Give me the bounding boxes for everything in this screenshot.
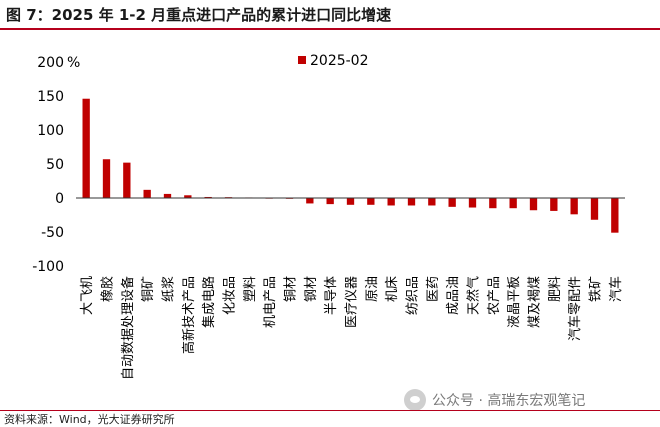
bar <box>489 198 497 209</box>
x-tick-label: 肥料 <box>548 276 563 302</box>
legend-label: 2025-02 <box>310 53 369 69</box>
x-tick-label: 机电产品 <box>263 276 278 328</box>
x-tick-label: 机床 <box>385 276 400 302</box>
x-tick-label: 橡胶 <box>100 276 116 302</box>
x-tick-label: 液晶平板 <box>507 276 522 328</box>
bar <box>367 198 375 205</box>
bar <box>163 193 172 198</box>
bar <box>590 198 599 220</box>
x-tick-label: 集成电路 <box>201 276 217 328</box>
x-tick-label: 铁矿 <box>589 276 604 302</box>
bar <box>346 198 355 205</box>
source-note: 资料来源：Wind，光大证券研究所 <box>4 413 175 426</box>
bar <box>123 162 131 198</box>
x-tick-label: 汽车 <box>608 276 624 302</box>
bar <box>570 198 578 215</box>
x-tick-label: 半导体 <box>324 276 339 315</box>
watermark: 公众号 · 高瑞东宏观笔记 <box>404 387 585 413</box>
chart-title: 图 7：2025 年 1-2 月重点进口产品的累计进口同比增速 <box>6 6 392 24</box>
x-tick-label: 医疗仪器 <box>345 276 360 328</box>
x-tick-label: 煤及褐煤 <box>528 276 543 328</box>
x-tick-label: 汽车零配件 <box>567 276 583 341</box>
bar <box>428 198 436 206</box>
x-tick-label: 塑料 <box>243 276 258 302</box>
x-tick-label: 天然气 <box>466 276 482 315</box>
bar <box>509 198 517 209</box>
watermark-text: 公众号 · 高瑞东宏观笔记 <box>432 393 586 409</box>
footer-divider <box>0 410 660 411</box>
x-tick-label: 自动数据处理设备 <box>120 276 136 380</box>
x-tick-label: 铜材 <box>284 276 299 302</box>
y-tick-label: 0 <box>55 191 64 207</box>
x-tick-label: 成品油 <box>446 276 461 315</box>
bar <box>184 195 192 198</box>
bar <box>448 198 456 207</box>
y-tick-label: 200 <box>37 55 64 71</box>
bar <box>529 198 538 211</box>
x-tick-label: 高新技术产品 <box>181 276 197 354</box>
x-tick-label: 纸浆 <box>162 276 177 302</box>
x-tick-label: 铜矿 <box>141 276 156 302</box>
bar <box>387 198 395 206</box>
x-tick-label: 钢材 <box>304 276 319 302</box>
x-tick-label: 化妆品 <box>223 276 238 315</box>
bar <box>550 198 558 211</box>
x-tick-label: 大飞机 <box>80 276 95 315</box>
bar <box>326 198 334 205</box>
bar <box>306 198 314 204</box>
y-tick-label: 100 <box>37 123 64 139</box>
y-tick-label: 150 <box>37 89 64 105</box>
y-axis-unit: % <box>67 55 80 71</box>
x-tick-label: 医药 <box>426 276 441 302</box>
bar-chart: -100 -50 0 50 100 150 200 % 大飞机 橡胶 自动数据处理设备 铜矿 纸浆 高新技… <box>32 53 625 380</box>
x-tick-label: 纺织品 <box>406 276 421 315</box>
bar <box>468 198 477 208</box>
bar <box>102 159 111 198</box>
y-tick-label: 50 <box>46 157 64 173</box>
x-tick-label: 农产品 <box>487 276 502 315</box>
bar <box>611 198 619 233</box>
y-tick-label: -50 <box>41 225 64 241</box>
bar <box>143 189 151 198</box>
bar <box>204 196 212 198</box>
y-tick-label: -100 <box>32 259 64 275</box>
x-tick-label: 原油 <box>365 276 380 302</box>
bar <box>407 198 416 206</box>
title-divider <box>0 28 660 30</box>
bar <box>82 98 90 198</box>
legend-swatch <box>298 56 306 64</box>
wechat-icon <box>404 389 426 411</box>
